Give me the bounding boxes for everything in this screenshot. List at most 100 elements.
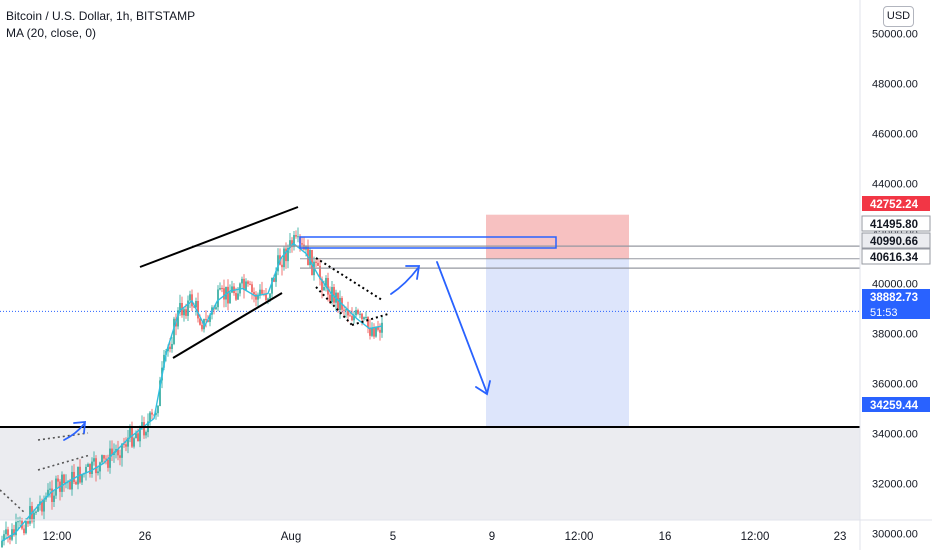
candle: [125, 437, 127, 452]
candle: [3, 530, 5, 546]
candle-body: [241, 278, 243, 284]
falling-channel-lower-2: [351, 313, 389, 326]
candle: [93, 451, 95, 466]
candle-body: [201, 324, 203, 330]
currency-button[interactable]: USD: [883, 6, 914, 27]
candle: [365, 311, 367, 321]
candle: [373, 323, 375, 339]
candle-body: [361, 313, 363, 320]
price-tag-label: 34259.44: [870, 400, 919, 412]
candle-body: [343, 309, 345, 311]
candle-body: [105, 458, 107, 460]
mini-channel-left: [0, 489, 26, 514]
candle-body: [121, 443, 123, 458]
candle-body: [275, 271, 277, 282]
candle-body: [347, 309, 349, 316]
candle-body: [355, 310, 357, 316]
candle-body: [131, 427, 133, 447]
falling-channel-lower: [315, 286, 353, 326]
candle: [295, 230, 297, 239]
candle: [145, 430, 147, 439]
candle: [73, 464, 75, 484]
price-tag-stop: 42752.24: [862, 196, 930, 211]
candle: [13, 524, 15, 537]
candle-body: [177, 310, 179, 327]
candle: [105, 455, 107, 465]
candle: [181, 296, 183, 318]
candle: [251, 281, 253, 300]
candle-body: [267, 298, 269, 301]
arrow-shaft: [436, 261, 488, 394]
candle-body: [43, 499, 45, 512]
mini-channel-lower: [37, 454, 91, 471]
candle-body: [127, 437, 129, 447]
candle-body: [297, 236, 299, 238]
candle: [285, 242, 287, 269]
candle: [217, 285, 219, 312]
candle-body: [243, 278, 245, 291]
candle-body: [103, 455, 105, 459]
time-tick: 16: [659, 531, 672, 543]
candle-body: [193, 306, 195, 308]
time-tick: 12:00: [565, 531, 594, 543]
candle-body: [289, 240, 291, 248]
candle-body: [229, 292, 231, 304]
entry-box: [299, 236, 557, 249]
candle-body: [23, 528, 25, 534]
candle-body: [171, 343, 173, 349]
candle: [17, 517, 19, 531]
candle-body: [319, 265, 321, 280]
candle-body: [99, 462, 101, 472]
candle: [149, 411, 151, 426]
candle: [381, 316, 383, 338]
candle-body: [15, 522, 17, 536]
candle-body: [293, 235, 295, 248]
candle: [247, 280, 249, 287]
price-tag-label: 42752.24: [870, 199, 919, 211]
candle: [327, 272, 329, 302]
candle-body: [205, 319, 207, 321]
candle-body: [245, 281, 247, 291]
candle-body: [139, 427, 141, 442]
arrow-shaft: [390, 267, 419, 295]
candle-body: [87, 464, 89, 467]
candle: [357, 308, 359, 316]
price-tick: 40000.00: [872, 279, 918, 291]
candle-body: [257, 294, 259, 300]
candle-body: [237, 293, 239, 300]
candle: [49, 481, 51, 498]
candle-body: [363, 317, 365, 320]
candle: [15, 513, 17, 544]
candle: [265, 287, 267, 302]
ma-line: [1, 242, 383, 542]
candle-body: [379, 329, 381, 333]
candle-body: [381, 322, 383, 333]
candle-body: [283, 248, 285, 268]
candle-body: [37, 504, 39, 512]
candle-body: [61, 474, 63, 492]
price-tag-bg: [862, 289, 930, 319]
candle-body: [17, 521, 19, 523]
candle-body: [187, 300, 189, 316]
candle-body: [151, 412, 153, 415]
candle-body: [55, 478, 57, 496]
candle-body: [251, 284, 253, 293]
candle-body: [91, 461, 93, 474]
candle: [135, 430, 137, 439]
candle-body: [179, 302, 181, 311]
candle-body: [365, 316, 367, 318]
candle: [307, 239, 309, 266]
candle-body: [325, 277, 327, 288]
candle: [245, 278, 247, 291]
candle-body: [7, 529, 9, 536]
candle-body: [371, 328, 373, 336]
candle: [87, 462, 89, 467]
candle: [187, 295, 189, 321]
price-tag-bg: [861, 248, 931, 265]
candle: [189, 290, 191, 308]
price-tick: 30000.00: [872, 529, 918, 541]
candle: [283, 245, 285, 271]
candle: [173, 316, 175, 346]
target-arrow: [436, 261, 491, 396]
